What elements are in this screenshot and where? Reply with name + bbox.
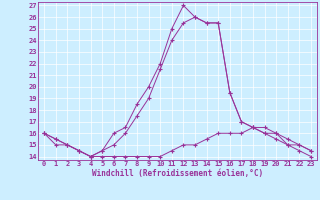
X-axis label: Windchill (Refroidissement éolien,°C): Windchill (Refroidissement éolien,°C) — [92, 169, 263, 178]
